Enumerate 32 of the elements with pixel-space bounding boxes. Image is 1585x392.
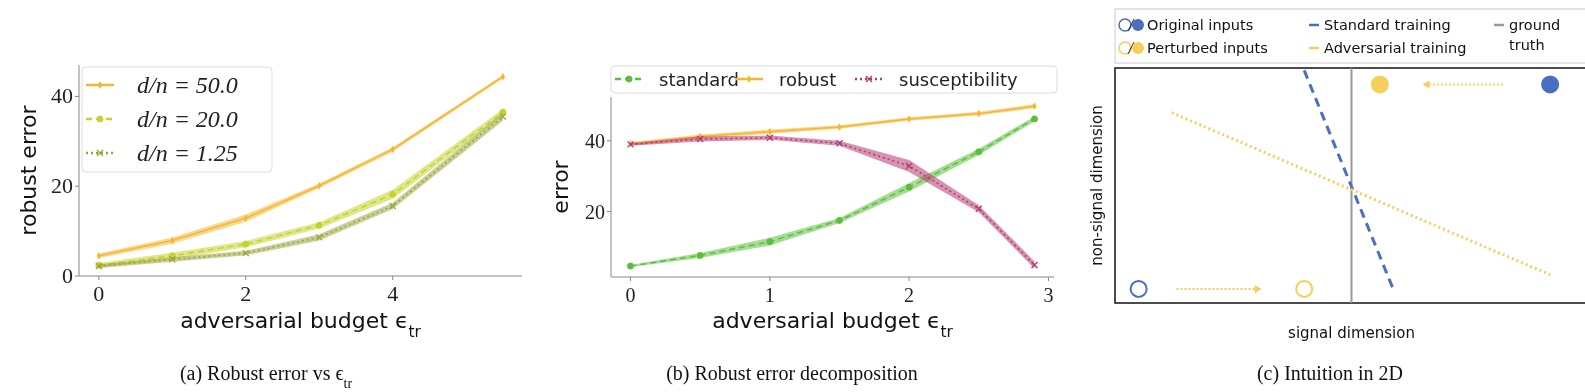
text: non-signal dimension (1088, 105, 1106, 266)
text: Standard training (1324, 17, 1451, 33)
x-axis-title: adversarial budget ϵ$_{tr}$ (712, 308, 954, 341)
x-tick-label: 1 (764, 284, 775, 306)
y-axis-title: error (548, 159, 573, 214)
x-axis-title: adversarial budget ϵ$_{tr}$ (180, 308, 422, 341)
text: Adversarial training (1324, 40, 1467, 56)
text: signal dimension (1288, 324, 1415, 342)
y-tick-label: 0 (62, 263, 73, 288)
legend-label: d/n = 50.0 (137, 72, 238, 98)
legend-label: d/n = 1.25 (137, 140, 238, 166)
legend-label: d/n = 20.0 (137, 106, 238, 132)
x-tick-label: 4 (387, 281, 399, 306)
text: (a) Robust error vs ϵ$_{tr}$ (179, 362, 353, 391)
y-tick-label: 40 (51, 83, 73, 109)
x-tick-label: 2 (240, 281, 252, 306)
legend-label: susceptibility (899, 69, 1019, 90)
text: Perturbed inputs (1147, 40, 1268, 56)
x-tick-label: 0 (625, 284, 636, 306)
legend-label: robust (779, 69, 837, 90)
y-tick-label: 20 (585, 200, 605, 223)
text: Original inputs (1147, 17, 1254, 33)
x-tick-label: 2 (904, 284, 915, 306)
y-tick-label: 40 (585, 129, 605, 152)
text: (c) Intuition in 2D (1256, 362, 1404, 385)
legend-label: standard (659, 69, 739, 90)
text: (b) Robust error decomposition (666, 362, 918, 385)
text: ground truth (1509, 17, 1561, 53)
y-tick-label: 20 (51, 173, 73, 199)
y-axis-title: robust error (16, 104, 41, 236)
x-tick-label: 0 (93, 281, 105, 306)
x-tick-label: 3 (1043, 284, 1054, 306)
